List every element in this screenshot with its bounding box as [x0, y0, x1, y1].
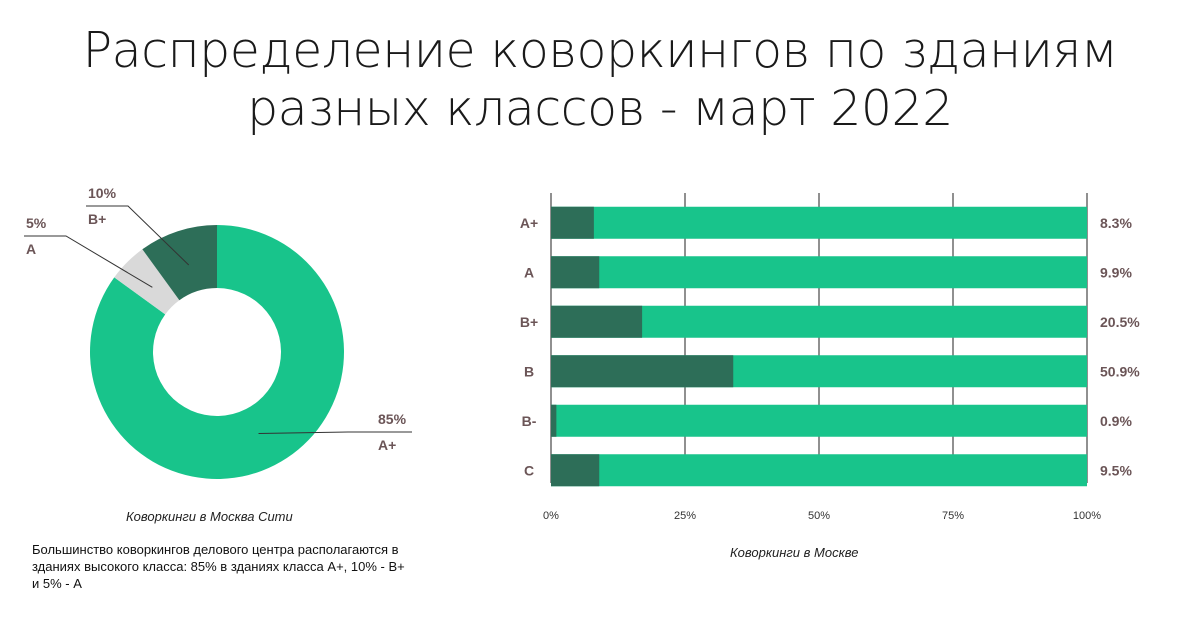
x-tick-label: 75%	[942, 510, 964, 522]
donut-leader-a	[24, 235, 153, 288]
y-category-label: B	[524, 363, 534, 379]
donut-slice-a-plus	[89, 225, 345, 479]
bar-value-label: 9.9%	[1100, 264, 1132, 280]
bar-base-a	[551, 256, 1087, 289]
y-category-label: B+	[520, 314, 538, 330]
x-tick-label: 100%	[1073, 510, 1101, 522]
bar-segment-a	[551, 256, 600, 289]
bar-chart: 0% 25% 50% 75% 100% A+ 8.3% A 9.9% B+ 20.5% B 50.9% B…	[520, 193, 1140, 522]
donut-value-label-b-plus: 10%	[88, 185, 117, 201]
x-tick-label: 25%	[674, 510, 696, 522]
x-tick-label: 0%	[543, 510, 559, 522]
y-category-label: A	[524, 264, 534, 280]
bar-caption: Коворкинги в Москве	[730, 545, 859, 560]
bar-base-c	[551, 454, 1087, 487]
donut-category-label-a-plus: A+	[378, 437, 396, 453]
bar-value-label: 50.9%	[1100, 363, 1140, 379]
donut-value-label-a: 5%	[26, 215, 47, 231]
donut-leader-a-plus	[258, 431, 412, 434]
donut-category-label-a: A	[26, 241, 36, 257]
donut-slice-a	[114, 249, 180, 315]
page-title: Распределение коворкингов по зданиям раз…	[0, 22, 1200, 138]
title-line-2: разных классов - март 2022	[247, 80, 953, 137]
bar-value-label: 20.5%	[1100, 314, 1140, 330]
bar-segment-b-minusplus	[551, 305, 643, 338]
y-category-label: C	[524, 462, 534, 478]
title-line-1: Распределение коворкингов по зданиям	[82, 22, 1118, 79]
donut-category-label-b-plus: B+	[88, 211, 106, 227]
bar-value-label: 8.3%	[1100, 215, 1132, 231]
donut-slice-b-plus	[142, 225, 217, 301]
summary-note: Большинство коворкингов делового центра …	[32, 542, 405, 591]
bar-value-label: 0.9%	[1100, 413, 1132, 429]
donut-leader-b-plus	[86, 205, 190, 266]
y-category-label: A+	[520, 215, 538, 231]
y-category-label: B-	[522, 413, 537, 429]
bar-value-label: 9.5%	[1100, 462, 1132, 478]
bar-base-b-minus	[551, 404, 1087, 437]
x-tick-label: 50%	[808, 510, 830, 522]
donut-value-label-a-plus: 85%	[378, 411, 407, 427]
bar-segment-b	[551, 355, 734, 388]
donut-caption: Коворкинги в Москва Сити	[126, 509, 293, 524]
donut-chart: 85% A+ 5% A 10% B+	[24, 185, 412, 479]
bar-segment-c	[551, 454, 600, 487]
bar-segment-b-minus	[551, 404, 557, 437]
bar-segment-a-minusplus	[551, 206, 594, 239]
bar-base-a-minusplus	[551, 206, 1087, 239]
